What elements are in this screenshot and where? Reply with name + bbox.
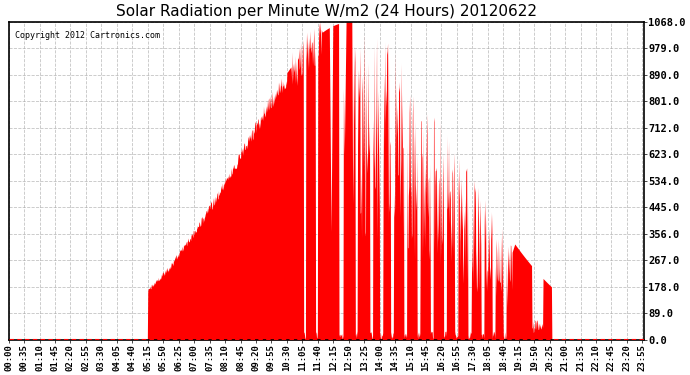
Text: Copyright 2012 Cartronics.com: Copyright 2012 Cartronics.com	[15, 31, 160, 40]
Title: Solar Radiation per Minute W/m2 (24 Hours) 20120622: Solar Radiation per Minute W/m2 (24 Hour…	[116, 4, 537, 19]
